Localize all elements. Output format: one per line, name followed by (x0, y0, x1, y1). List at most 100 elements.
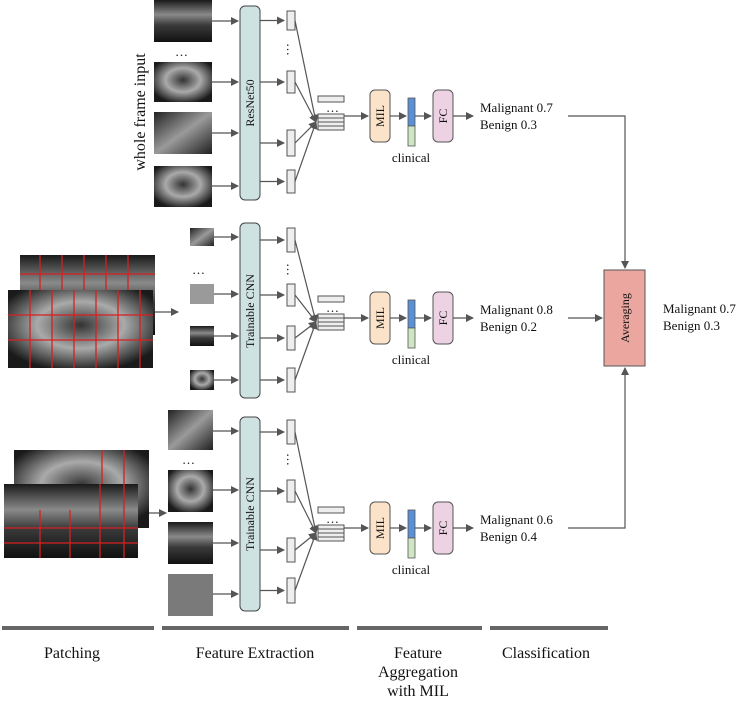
row-benign: Benign 0.4 (480, 529, 538, 544)
bag-instance (317, 317, 345, 323)
aggregation-layer: … … MIL clinical FC Malignant 0.7 Benign 0.3 … …… (260, 10, 553, 604)
patch (190, 326, 214, 346)
patch (168, 522, 213, 564)
patch (190, 370, 214, 390)
clinical-features (407, 125, 416, 147)
bag-ellipsis: … (326, 511, 339, 526)
patch (190, 284, 214, 304)
trainable-cnn-block (239, 416, 261, 612)
feature-vector (286, 129, 296, 157)
feature-vector (286, 10, 296, 31)
feature-vector (286, 577, 296, 604)
features-ellipsis: … (284, 453, 299, 466)
clinical-label: clinical (392, 562, 431, 577)
feature-vector (286, 419, 296, 445)
stage-label-classification: Classification (502, 645, 590, 662)
patch (168, 470, 213, 512)
arrow (294, 121, 318, 182)
row-benign: Benign 0.3 (480, 117, 537, 132)
arrow (294, 321, 318, 381)
patch (168, 574, 213, 616)
ultrasound-frame (154, 166, 212, 207)
arrow (294, 20, 319, 123)
stage-label-feature: Feature (394, 645, 442, 662)
row-benign: Benign 0.2 (480, 319, 537, 334)
averaging-block (603, 269, 646, 367)
arrow (294, 294, 317, 323)
arrow (294, 532, 318, 591)
feature-vector (286, 227, 296, 253)
feature-vector (286, 367, 296, 393)
feature-vector (286, 169, 296, 194)
trainable-cnn-label: Trainable CNN (243, 477, 257, 551)
patches-ellipsis: … (182, 452, 195, 467)
clinical-label: clinical (392, 352, 431, 367)
averaging-label: Averaging (618, 293, 632, 343)
row2-patch-grid (8, 255, 155, 368)
stage-label-patching: Patching (44, 645, 100, 662)
bag-instance (317, 117, 345, 123)
bag-ellipsis: … (326, 300, 339, 315)
resnet50-block (239, 5, 261, 201)
whole-frame-input-label: whole frame input (132, 53, 149, 171)
stage-label-with-mil: with MIL (387, 683, 449, 699)
feature-embedding (407, 97, 416, 127)
row-malignant: Malignant 0.8 (480, 302, 553, 317)
stage-bar-patching (2, 626, 154, 630)
ultrasound-frame (154, 0, 212, 42)
bag-ellipsis: … (326, 100, 339, 115)
stage-label-aggregation: Aggregation (378, 664, 458, 681)
bag-instance (317, 524, 345, 530)
bag-instance (317, 313, 345, 319)
clinical-label: clinical (392, 150, 431, 165)
resnet50-label: ResNet50 (243, 79, 257, 126)
feature-vector (286, 537, 296, 563)
stage-bar-feature-extraction (162, 626, 349, 630)
ultrasound-frame (154, 112, 212, 154)
frames-ellipsis: … (175, 44, 188, 59)
trainable-cnn-label: Trainable CNN (243, 274, 257, 348)
final-benign: Benign 0.3 (663, 318, 720, 333)
bag-instance (317, 536, 345, 542)
feature-vector (286, 283, 296, 307)
clinical-features (407, 537, 416, 559)
patch (168, 410, 213, 450)
feature-embedding (407, 509, 416, 539)
feature-vector (286, 70, 296, 94)
fc-label: FC (436, 521, 450, 536)
arrow (294, 81, 317, 123)
bag-header (317, 506, 345, 514)
arrow (294, 431, 319, 534)
patches-ellipsis: … (192, 262, 205, 277)
bag-instance (317, 121, 345, 127)
clinical-features (407, 327, 416, 349)
stage-bar-classification (490, 626, 608, 630)
mil-label: MIL (373, 105, 387, 127)
stage-bar-aggregation (357, 626, 482, 630)
bag-header (317, 95, 345, 103)
fc-label: FC (436, 311, 450, 326)
ultrasound-frame-front (8, 290, 153, 368)
feature-vector (286, 479, 296, 503)
feature-vector (286, 325, 296, 351)
arrow (568, 115, 629, 269)
row2-patches: … (190, 228, 214, 390)
bag-instance (317, 125, 345, 131)
feature-embedding (407, 299, 416, 329)
ultrasound-frame-front (4, 484, 138, 558)
arrow (568, 367, 629, 529)
trainable-cnn-block (239, 222, 261, 399)
fc-label: FC (436, 109, 450, 124)
stage-label-feature-extraction: Feature Extraction (196, 645, 315, 662)
row-malignant: Malignant 0.6 (480, 512, 553, 527)
bag-instance (317, 325, 345, 331)
bag-instance (317, 528, 345, 534)
mil-label: MIL (373, 517, 387, 539)
row3-patch-grid (4, 450, 149, 558)
bag-instance (317, 113, 345, 119)
row3-patches: … (168, 410, 213, 616)
bag-instance (317, 321, 345, 327)
features-ellipsis: … (284, 43, 299, 56)
bag-instance (317, 532, 345, 538)
